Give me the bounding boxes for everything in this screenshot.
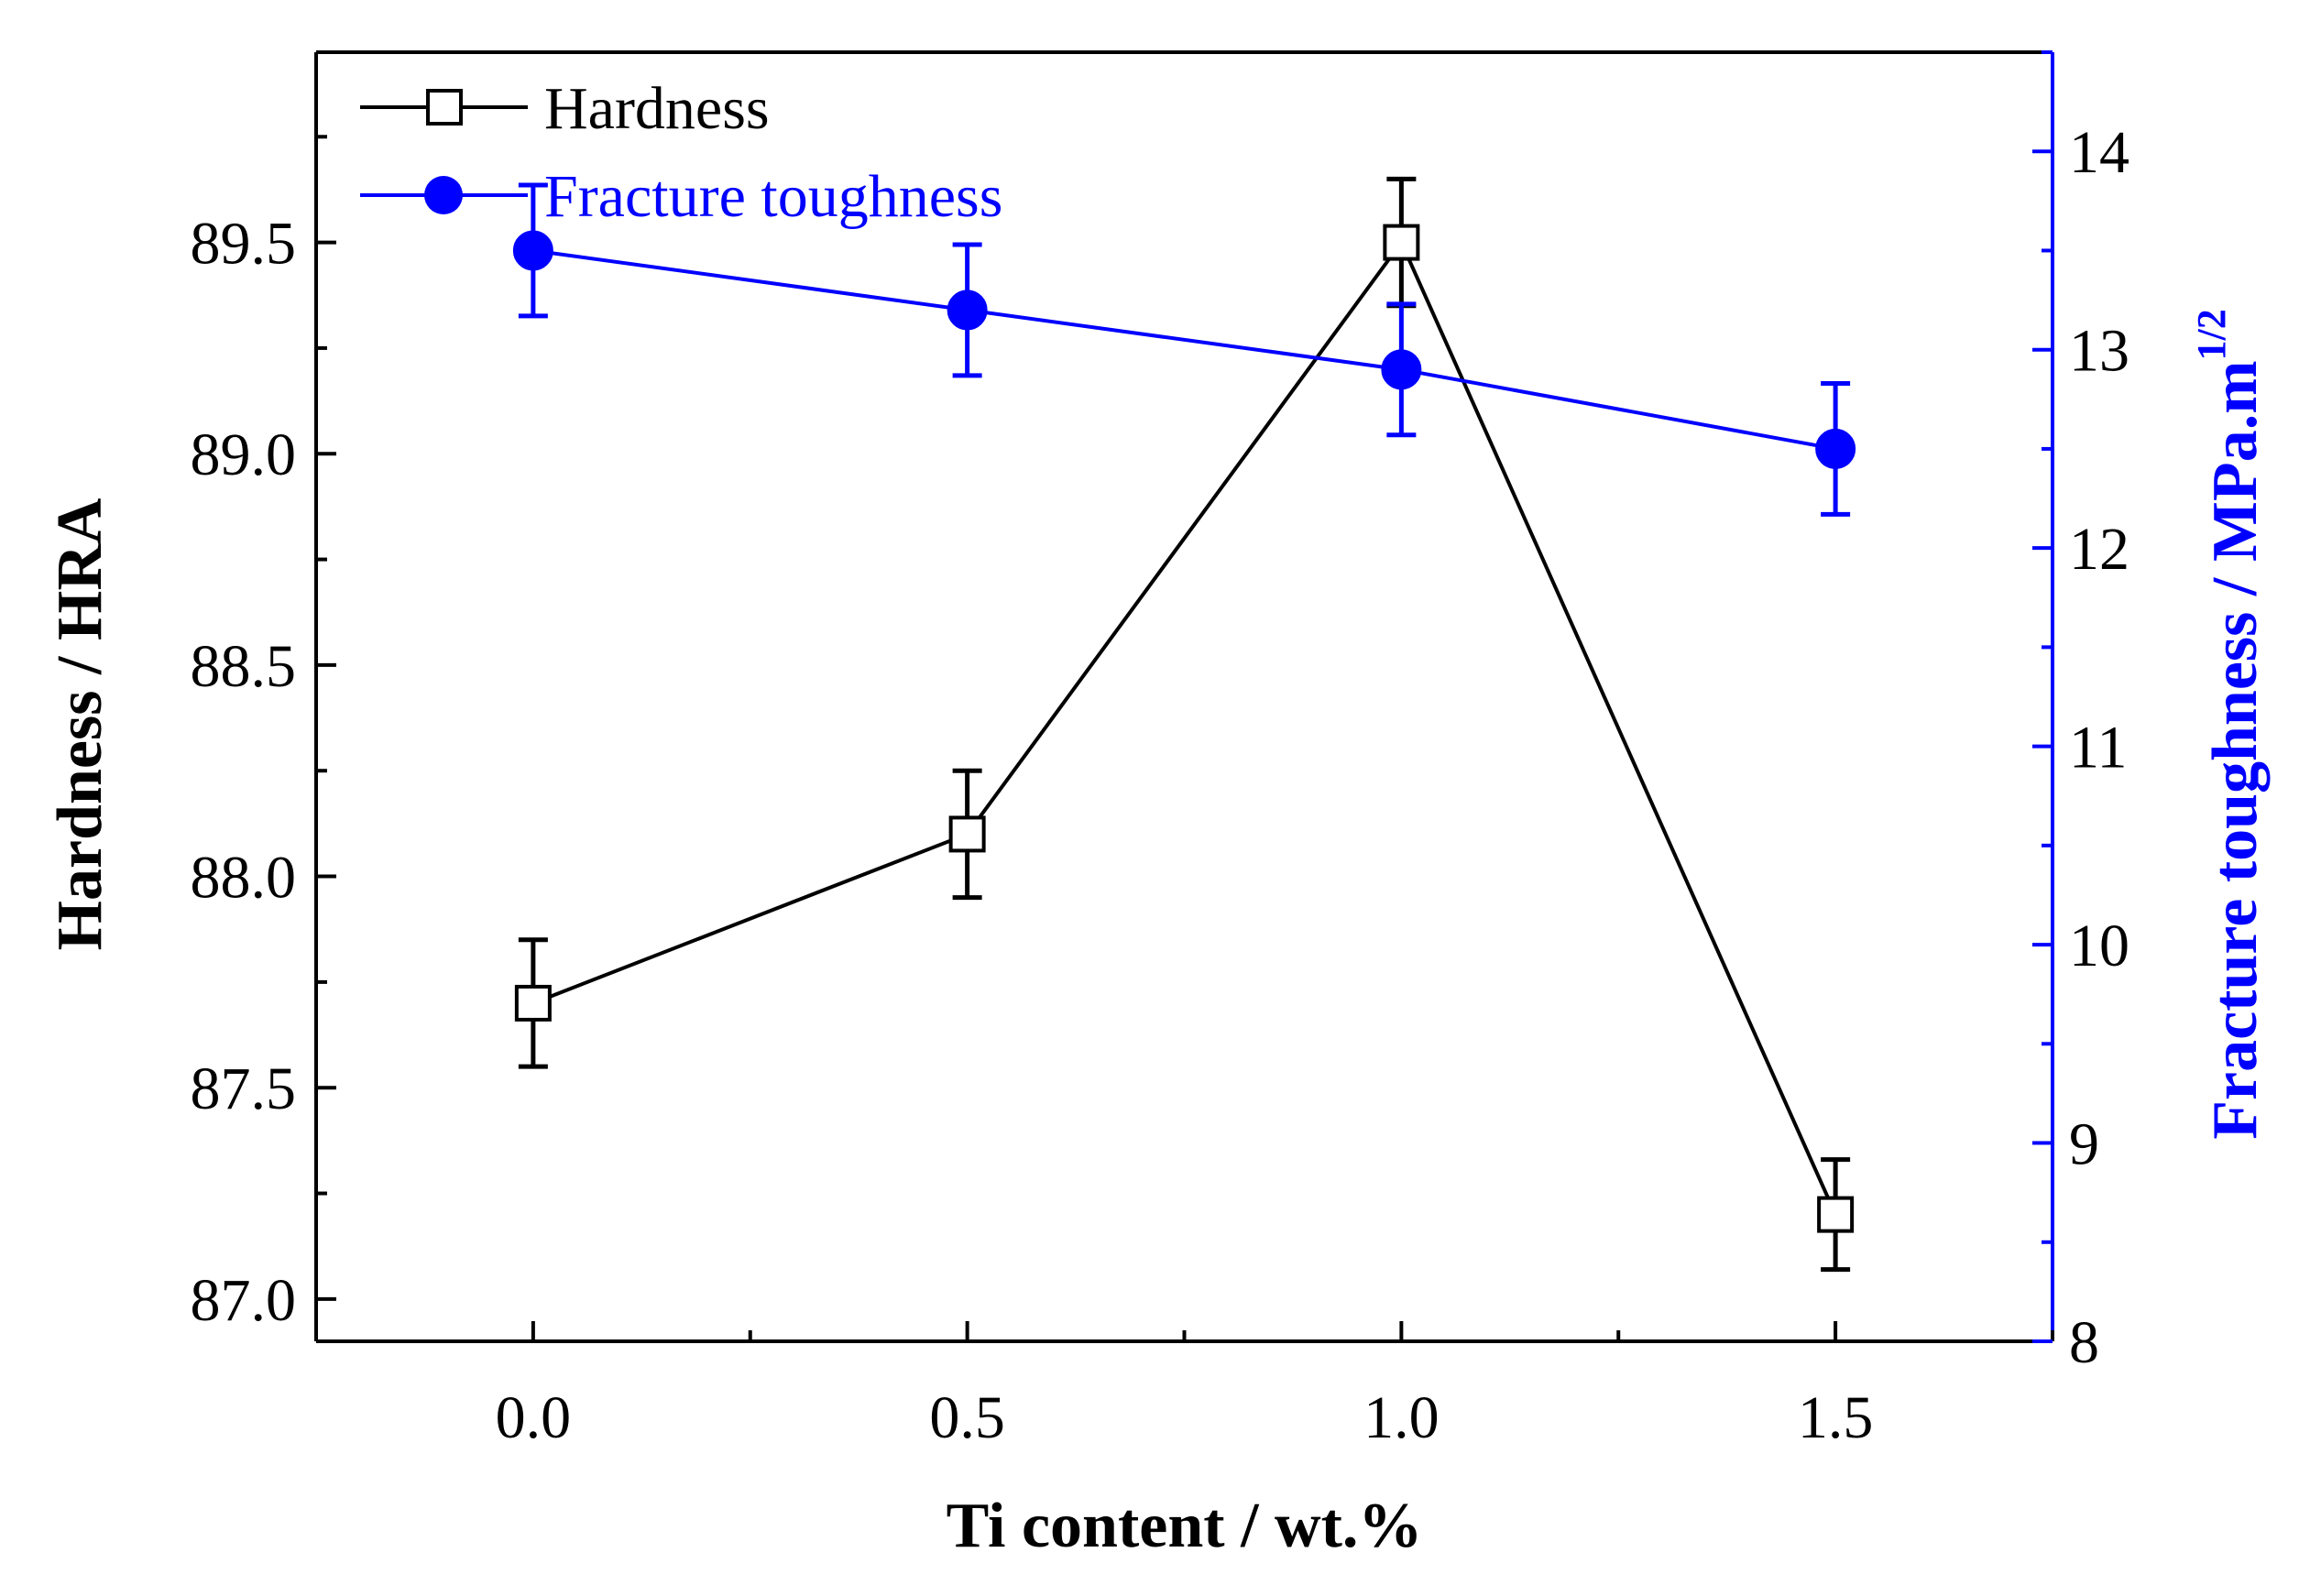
- left-y-tick-label: 89.5: [191, 211, 297, 278]
- right-y-axis: 8 9 10 11 12 13 14: [2032, 50, 2129, 1376]
- legend-entry: Hardness: [360, 75, 770, 142]
- series-line: [532, 238, 1837, 1216]
- legend-label: Fracture toughness: [544, 163, 1002, 230]
- x-tick-label: 1.0: [1363, 1384, 1440, 1451]
- left-y-tick-label: 87.5: [191, 1055, 297, 1122]
- data-point-circle: [947, 290, 988, 331]
- x-tick-label: 1.5: [1798, 1384, 1874, 1451]
- right-y-tick-label: 8: [2069, 1309, 2099, 1376]
- left-y-tick-label: 88.0: [191, 845, 297, 912]
- data-point-square: [948, 815, 986, 853]
- legend-marker-circle: [424, 176, 463, 214]
- data-point-circle: [1815, 428, 1856, 469]
- right-y-axis-title-superscript: 1/2: [2189, 309, 2234, 360]
- series-fracture-toughness: [512, 182, 1856, 517]
- legend-entry: Fracture toughness: [360, 163, 1002, 230]
- x-tick-label: 0.0: [496, 1384, 572, 1451]
- right-y-tick-label: 11: [2069, 715, 2128, 782]
- data-point-square: [1817, 1196, 1855, 1233]
- right-y-tick-label: 12: [2069, 516, 2129, 583]
- left-y-tick-label: 87.0: [191, 1267, 297, 1334]
- data-point-circle: [1381, 349, 1422, 390]
- right-y-tick-label: 14: [2069, 119, 2129, 186]
- series-layer: [512, 176, 1856, 1273]
- legend-marker-square: [426, 89, 463, 126]
- legend: Hardness Fracture toughness: [360, 75, 1002, 230]
- left-y-axis-title: Hardness / HRA: [45, 497, 115, 950]
- left-y-axis: 87.0 87.5 88.0 88.5 89.0 89.5: [191, 135, 336, 1334]
- series-line: [532, 248, 1836, 451]
- data-point-square: [514, 984, 552, 1022]
- plot-frame: [314, 50, 2054, 1343]
- right-y-tick-label: 13: [2069, 318, 2129, 385]
- legend-label: Hardness: [544, 75, 770, 142]
- left-y-tick-label: 88.5: [191, 633, 297, 700]
- x-tick-label: 0.5: [929, 1384, 1005, 1451]
- x-axis: 0.0 0.5 1.0 1.5: [314, 1321, 2054, 1451]
- data-point-square: [1383, 224, 1420, 261]
- right-y-tick-label: 9: [2069, 1111, 2099, 1178]
- data-point-circle: [512, 230, 553, 271]
- right-y-axis-title-main: Fracture toughness / MPa.m: [2200, 360, 2271, 1139]
- left-y-tick-label: 89.0: [191, 421, 297, 488]
- series-hardness: [514, 176, 1855, 1273]
- x-axis-title: Ti content / wt.%: [947, 1491, 1423, 1561]
- right-y-tick-label: 10: [2069, 913, 2129, 979]
- axis-titles: Ti content / wt.% Hardness / HRA Fracture …: [45, 309, 2271, 1561]
- right-y-axis-title: Fracture toughness / MPa.m1/2: [2189, 309, 2271, 1140]
